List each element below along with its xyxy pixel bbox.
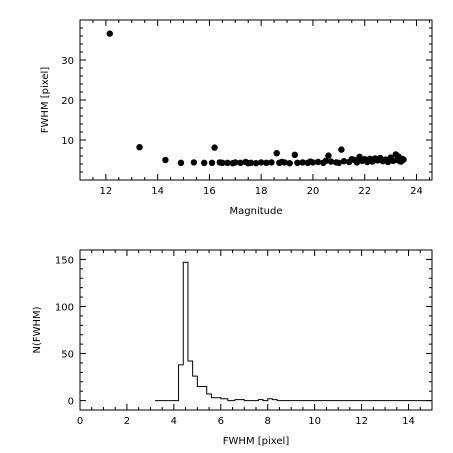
scatter-point [361,156,368,163]
histogram-x-tick-label: 2 [124,416,130,427]
scatter-point [211,144,218,151]
scatter-x-label: Magnitude [230,206,283,217]
scatter-point [338,146,345,153]
histogram-y-tick-label: 150 [55,255,74,266]
scatter-point [263,159,270,166]
histogram-frame [79,249,433,411]
scatter-point [245,160,252,167]
scatter-y-tick-label: 30 [61,56,74,67]
scatter-point [322,157,330,164]
scatter-x-tick-label: 20 [307,186,320,197]
scatter-point [286,160,293,167]
histogram-x-tick-label: 8 [265,416,271,427]
scatter-ticks: 12 14 16 18 20 22 24 10 20 30 [61,20,432,197]
scatter-point [177,159,185,166]
histogram-ticks: 0 2 4 6 8 10 12 14 0 50 100 150 [55,249,432,427]
scatter-point [237,159,244,166]
scatter-point [400,156,407,163]
scatter-point [294,159,301,166]
histogram-x-label: FWHM [pixel] [223,436,290,447]
scatter-point [307,158,314,165]
histogram-step-line [155,261,432,402]
scatter-point [278,158,286,166]
histogram-x-tick-label: 6 [218,416,224,427]
scatter-point [327,158,335,165]
scatter-point [335,159,343,166]
scatter-point [351,156,358,164]
scatter-point [136,144,143,151]
scatter-x-tick-label: 14 [151,186,164,197]
scatter-point [190,159,198,166]
scatter-x-tick-label: 24 [410,186,423,197]
scatter-x-tick-label: 16 [203,186,216,197]
scatter-panel: 12 14 16 18 20 22 24 10 20 30 Magnitude FWHM [pix… [40,19,433,217]
scatter-y-tick-label: 10 [61,136,74,147]
scatter-y-tick-label: 20 [61,96,74,107]
scatter-point [219,159,226,166]
scatter-point [340,158,348,165]
scatter-x-tick-label: 22 [358,186,371,197]
histogram-x-tick-label: 10 [308,416,321,427]
histogram-panel: 0 2 4 6 8 10 12 14 0 50 100 150 FWHM [pixel] N(FWHM… [32,249,433,447]
scatter-x-tick-label: 18 [255,186,268,197]
histogram-x-tick-label: 4 [171,416,177,427]
scatter-point [257,159,265,166]
histogram-y-tick-label: 100 [55,302,74,313]
scatter-y-label: FWHM [pixel] [40,67,51,134]
scatter-point [325,152,332,159]
scatter-points [106,30,407,167]
scatter-point [299,159,306,166]
histogram-x-tick-label: 12 [355,416,368,427]
scatter-point [314,158,322,166]
scatter-point [162,156,169,164]
scatter-point [268,159,275,166]
histogram-x-tick-label: 0 [77,416,83,427]
scatter-point [106,30,113,37]
scatter-point [208,159,216,166]
histogram-y-label: N(FWHM) [32,306,43,353]
scatter-point [252,160,260,167]
scatter-point [291,151,299,158]
scatter-point [232,159,239,166]
scatter-point [273,150,280,157]
histogram-y-tick-label: 50 [61,350,74,361]
histogram-y-tick-label: 0 [68,397,74,408]
histogram-x-tick-label: 14 [402,416,415,427]
scatter-point [224,159,231,166]
scatter-point [201,159,208,166]
scatter-x-tick-label: 12 [100,186,113,197]
scatter-point [371,155,379,162]
